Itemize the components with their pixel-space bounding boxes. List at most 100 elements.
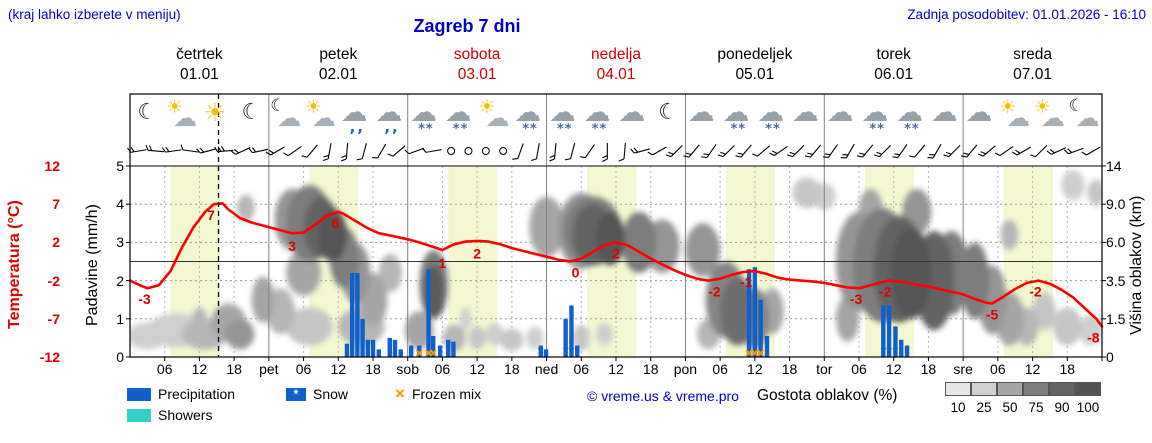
cloud-scale-value: 75 (1028, 400, 1044, 415)
cloud-glyph: ☁ (930, 97, 958, 128)
cloud-glyph: ☁ (410, 97, 438, 128)
wind-barb-icon (735, 144, 752, 158)
cloud-front-glyph: ☁ (1075, 104, 1100, 132)
wind-barb-icon (196, 147, 216, 154)
wind-barb-icon (180, 144, 199, 153)
calm-wind-icon (464, 147, 473, 155)
flakes-glyph: ** (452, 122, 469, 137)
x-axis-label: 18 (226, 361, 242, 377)
credit-links[interactable]: © vreme.us & vreme.pro (587, 388, 739, 404)
wind-barb-icon (230, 147, 251, 155)
temperature-value-label: -1 (740, 274, 753, 290)
cloud-glyph: ☁ (687, 97, 715, 128)
moon-glyph: ☾ (137, 100, 158, 125)
flakes-glyph: ** (765, 122, 781, 137)
precipitation-bar (430, 335, 436, 357)
precipitation-tick-label: 2 (116, 272, 124, 289)
wind-barb-icon (927, 143, 942, 159)
cloud-scale-segment (1075, 382, 1101, 396)
x-axis-label: 12 (191, 361, 208, 377)
legend-snow-label: Snow (313, 386, 349, 402)
wind-barb-icon (1030, 144, 1048, 158)
wind-barb-icon (717, 144, 735, 158)
x-axis-label: 18 (642, 361, 659, 377)
temperature-tick-label: -2 (47, 272, 60, 289)
day-name: petek (319, 46, 358, 63)
wind-barb-icon (301, 144, 318, 158)
cloud-glyph: ☁ (722, 97, 750, 128)
wind-barb-icon (1081, 146, 1101, 156)
wind-barb-icon (265, 146, 285, 156)
precipitation-bar (758, 299, 763, 357)
temperature-tick-label: 12 (44, 158, 60, 174)
precipitation-bar (365, 339, 370, 357)
wind-barb-icon (579, 144, 596, 159)
wind-barb-icon (283, 145, 302, 157)
temperature-value-label: 0 (572, 265, 580, 281)
temperature-value-label: 1 (439, 255, 447, 271)
moon-glyph: ☾ (241, 100, 262, 125)
temperature-value-label: -2 (879, 284, 892, 300)
flakes-glyph: ** (730, 122, 747, 137)
frozen-mix-marker (415, 349, 423, 357)
day-date: 04.01 (596, 66, 636, 83)
precipitation-bar (563, 318, 568, 357)
precipitation-bar (904, 345, 910, 357)
wind-barb-icon (701, 144, 717, 159)
precipitation-bar (446, 339, 451, 357)
x-axis-label: 12 (885, 361, 902, 377)
sun-cloud-icon: ☀ ☁ (1032, 97, 1068, 141)
x-axis-label: pon (673, 361, 698, 377)
wind-barb-icon (840, 143, 855, 159)
wind-barb-icon (647, 146, 667, 156)
cloud-density-scale-title: Gostota oblakov (%) (757, 387, 898, 404)
wind-barb-icon (873, 144, 892, 158)
x-axis-label: 06 (990, 361, 1006, 377)
precipitation-bar (392, 339, 398, 357)
calm-wind-icon (481, 147, 490, 155)
sun-cloud-icon: ☀ ☁ (477, 97, 513, 141)
temperature-tick-label: -12 (39, 349, 60, 365)
temperature-value-label: -5 (986, 307, 999, 323)
wind-barb-icon (892, 144, 908, 159)
wind-barb-icon (994, 145, 1014, 157)
day-date: 07.01 (1013, 66, 1052, 83)
cloud-scale-value: 100 (1076, 400, 1100, 415)
moon-back-glyph: ☾ (270, 96, 286, 116)
wind-barb-icon (549, 142, 557, 162)
precipitation-bar (437, 345, 443, 357)
precipitation-bar (387, 337, 392, 357)
snow-icon: ☁ ** (581, 97, 617, 141)
cloud-scale-segment (997, 382, 1023, 396)
precipitation-bar (451, 341, 456, 357)
x-axis-label: 12 (608, 361, 624, 377)
precipitation-bar (569, 305, 574, 357)
wind-barb-icon (665, 144, 683, 158)
temperature-value-label: -2 (708, 284, 721, 300)
day-name: četrtek (176, 46, 223, 63)
temperature-value-label: 3 (288, 238, 296, 254)
moon-icon: ☾ (234, 97, 270, 141)
legend-frozen-mix-label: Frozen mix (411, 386, 482, 402)
frozen-mix-marker (757, 349, 765, 357)
precipitation-bar (344, 343, 350, 357)
cloud-height-tick-label: 9.0 (1106, 196, 1126, 213)
cloud-scale-value: 25 (976, 400, 992, 415)
precipitation-tick-label: 3 (116, 234, 124, 251)
x-axis-label: 18 (781, 361, 798, 377)
cloud-glyph: ☁ (896, 97, 924, 128)
precipitation-tick-label: 0 (116, 349, 124, 365)
legend-item-frozen-mix: × Frozen mix (395, 385, 482, 402)
cloud-icon: ☁ (928, 97, 964, 141)
temperature-line (128, 202, 1104, 328)
cloud-glyph: ☁ (826, 97, 854, 128)
cloud-density-scale: 10 25 50 75 90 100 (945, 382, 1105, 418)
x-axis-label: 06 (851, 361, 867, 377)
cloud-scale-segment (945, 382, 971, 396)
cloud-icon: ☁ (685, 97, 721, 141)
wind-barb-icon (1064, 147, 1084, 155)
wind-barb-icon (340, 142, 349, 162)
cloud-front-glyph: ☁ (173, 104, 198, 132)
showers-swatch (127, 408, 151, 422)
wind-barb-icon (630, 147, 650, 154)
